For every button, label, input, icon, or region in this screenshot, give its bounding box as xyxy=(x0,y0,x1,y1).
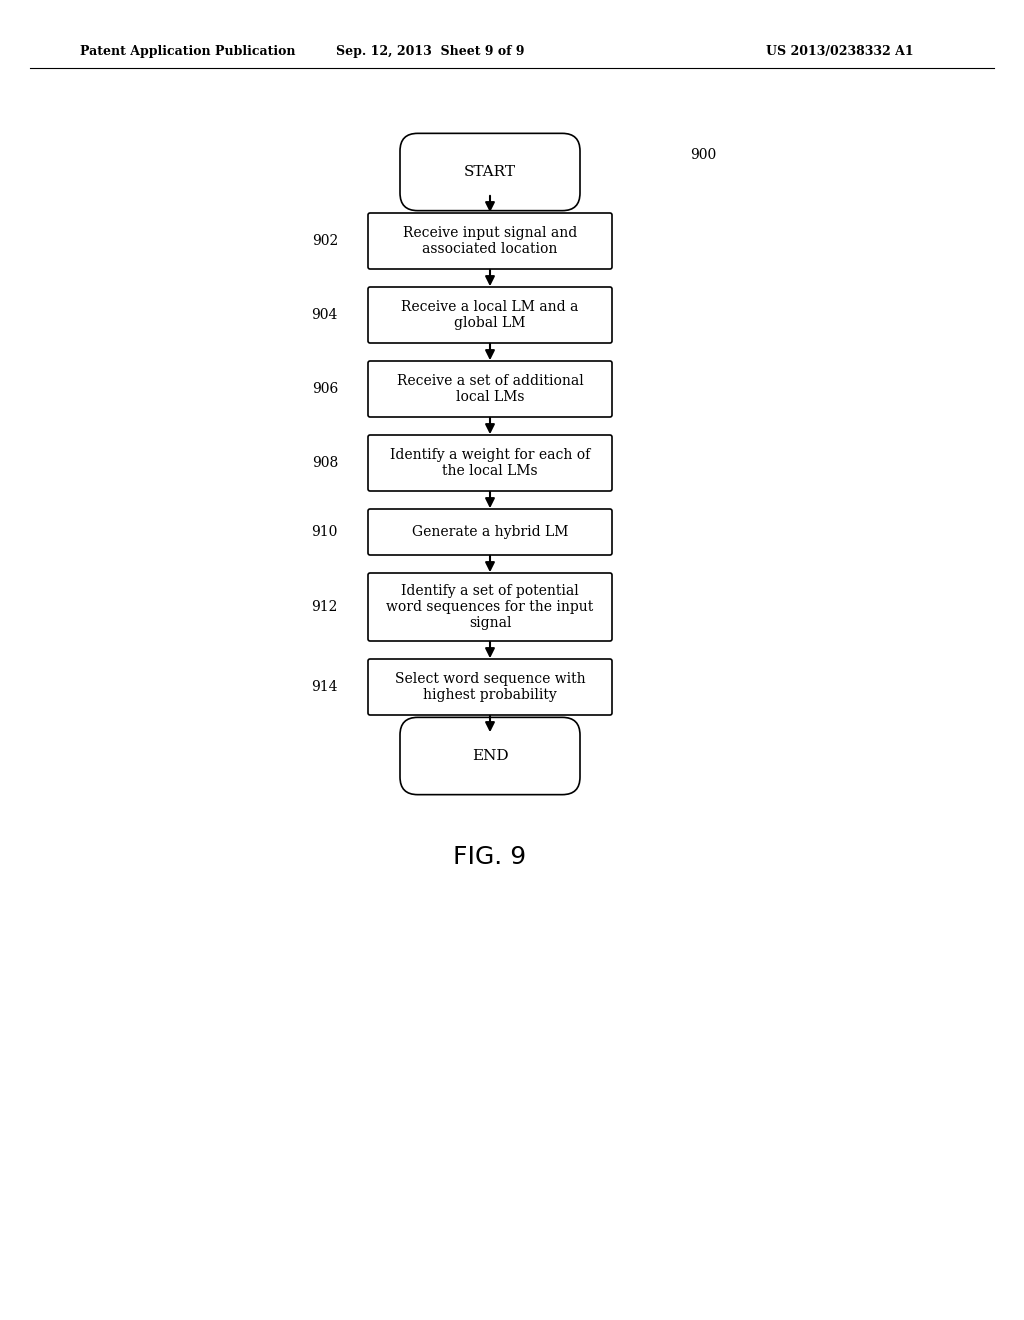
FancyBboxPatch shape xyxy=(368,510,612,554)
Text: 912: 912 xyxy=(311,601,338,614)
Text: US 2013/0238332 A1: US 2013/0238332 A1 xyxy=(766,45,913,58)
Text: Select word sequence with
highest probability: Select word sequence with highest probab… xyxy=(394,672,586,702)
Text: START: START xyxy=(464,165,516,180)
Text: 900: 900 xyxy=(690,148,716,162)
Text: Receive a set of additional
local LMs: Receive a set of additional local LMs xyxy=(396,374,584,404)
FancyBboxPatch shape xyxy=(368,360,612,417)
Text: 904: 904 xyxy=(311,308,338,322)
FancyBboxPatch shape xyxy=(368,573,612,642)
Text: Receive a local LM and a
global LM: Receive a local LM and a global LM xyxy=(401,300,579,330)
Text: Receive input signal and
associated location: Receive input signal and associated loca… xyxy=(402,226,578,256)
Text: FIG. 9: FIG. 9 xyxy=(454,845,526,869)
FancyBboxPatch shape xyxy=(400,133,580,211)
FancyBboxPatch shape xyxy=(368,213,612,269)
Text: Sep. 12, 2013  Sheet 9 of 9: Sep. 12, 2013 Sheet 9 of 9 xyxy=(336,45,524,58)
FancyBboxPatch shape xyxy=(400,717,580,795)
Text: Generate a hybrid LM: Generate a hybrid LM xyxy=(412,525,568,539)
Text: Identify a weight for each of
the local LMs: Identify a weight for each of the local … xyxy=(390,447,590,478)
Text: 910: 910 xyxy=(311,525,338,539)
Text: 902: 902 xyxy=(311,234,338,248)
FancyBboxPatch shape xyxy=(368,436,612,491)
Text: 908: 908 xyxy=(311,455,338,470)
Text: 906: 906 xyxy=(311,381,338,396)
Text: 914: 914 xyxy=(311,680,338,694)
Text: Patent Application Publication: Patent Application Publication xyxy=(80,45,296,58)
FancyBboxPatch shape xyxy=(368,659,612,715)
Text: Identify a set of potential
word sequences for the input
signal: Identify a set of potential word sequenc… xyxy=(386,583,594,630)
Text: END: END xyxy=(472,748,508,763)
FancyBboxPatch shape xyxy=(368,286,612,343)
